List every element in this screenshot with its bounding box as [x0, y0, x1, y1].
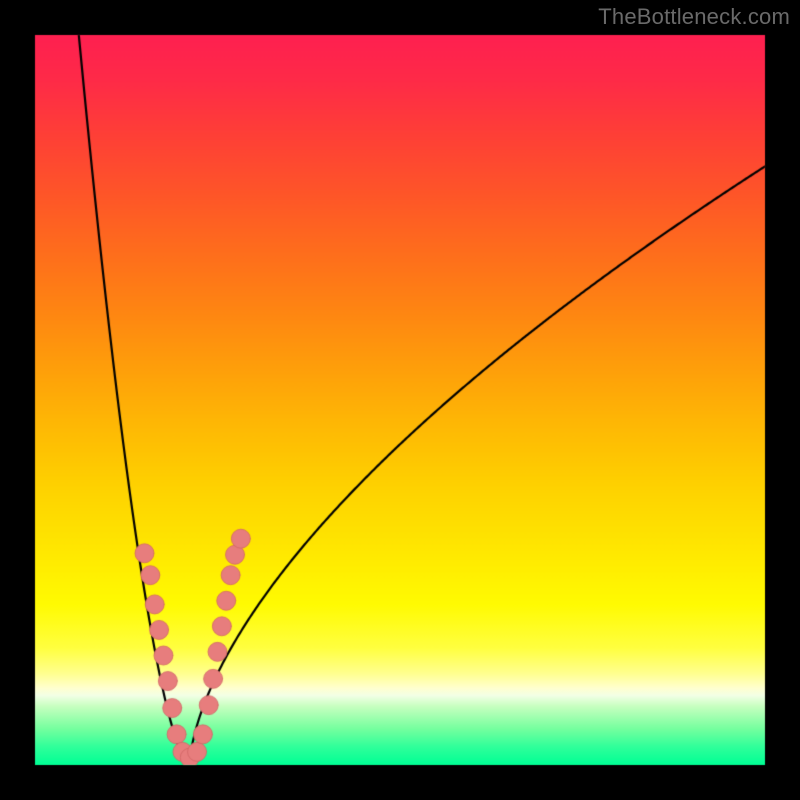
- bottleneck-curve-plot: [0, 0, 800, 800]
- watermark-label: TheBottleneck.com: [598, 4, 790, 30]
- chart-container: TheBottleneck.com: [0, 0, 800, 800]
